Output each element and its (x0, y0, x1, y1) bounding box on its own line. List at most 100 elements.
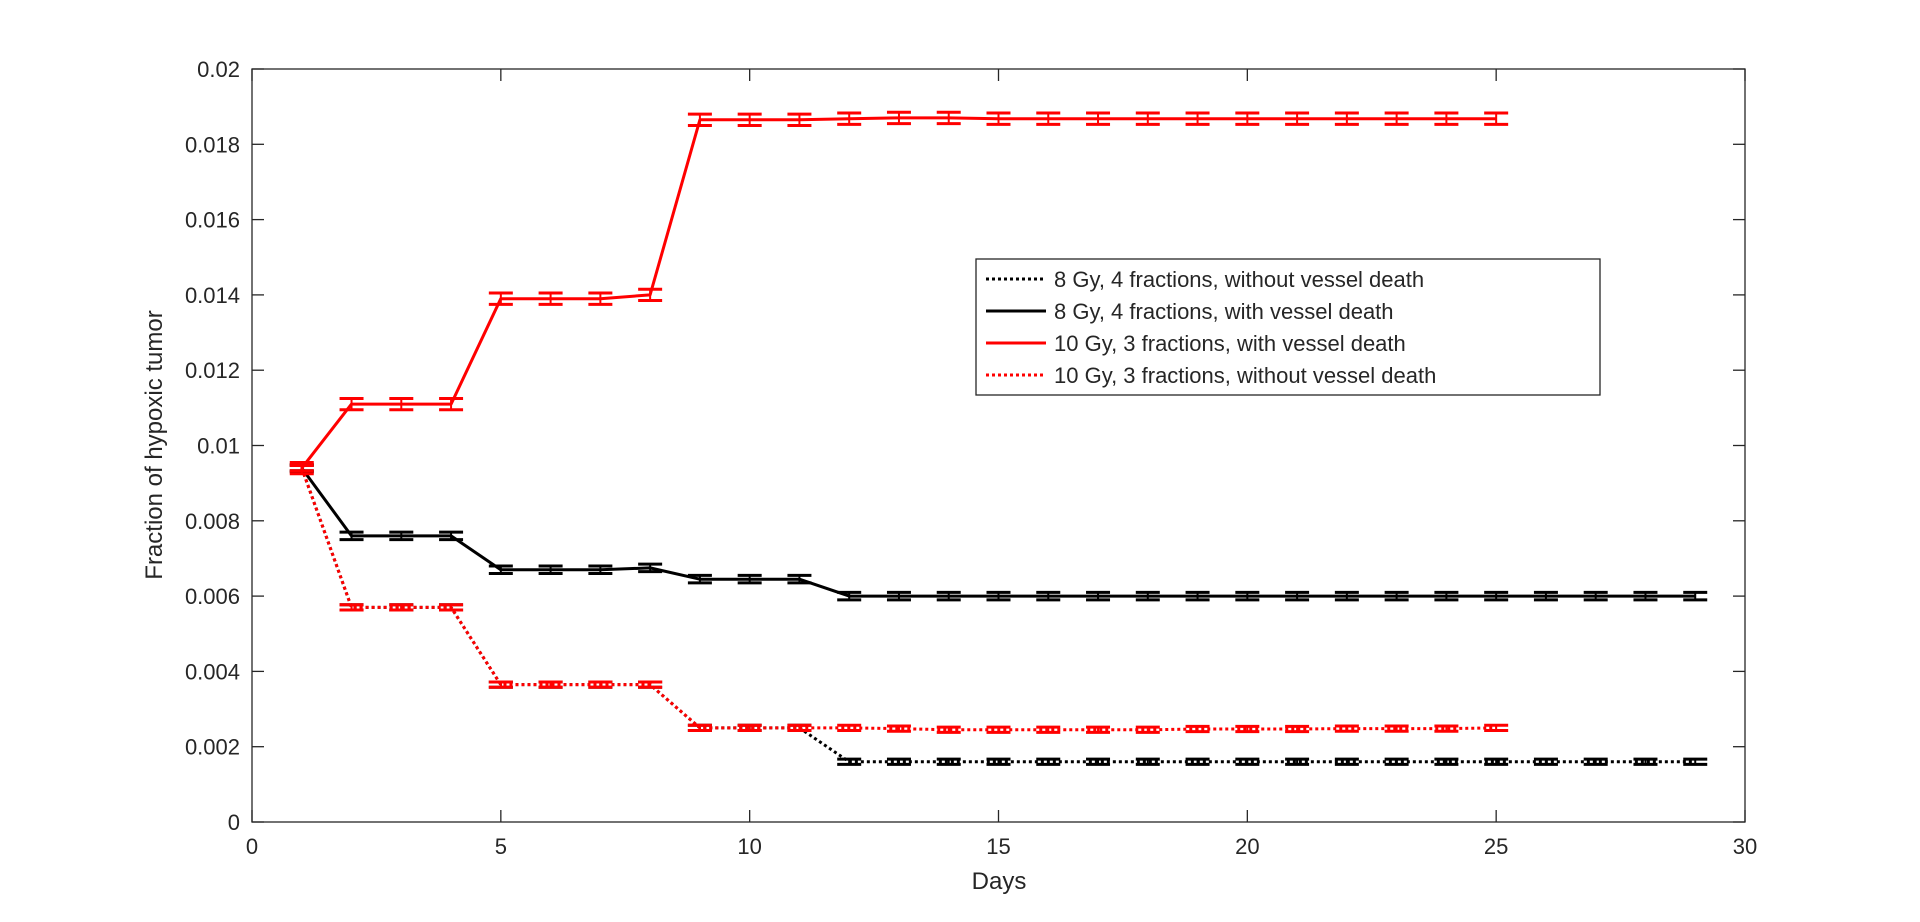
error-bar (1533, 590, 1558, 602)
plot-area (252, 69, 1745, 822)
legend-label: 8 Gy, 4 fractions, with vessel death (1054, 299, 1394, 324)
error-bar (886, 757, 911, 766)
error-bar (488, 564, 513, 576)
error-bar (1633, 590, 1658, 602)
error-bar (588, 680, 613, 689)
error-bar (986, 757, 1011, 766)
y-tick-label: 0.008 (185, 509, 240, 534)
x-tick-label: 30 (1733, 834, 1757, 859)
error-bar (638, 562, 663, 574)
error-bar (488, 680, 513, 689)
error-bar (1086, 725, 1111, 734)
error-bar (1583, 590, 1608, 602)
legend: 8 Gy, 4 fractions, without vessel death 8… (975, 258, 1601, 396)
error-bar (389, 603, 414, 612)
error-bar (538, 291, 563, 306)
error-bar (1135, 725, 1160, 734)
error-bar (886, 110, 911, 126)
error-bar (1683, 757, 1708, 766)
error-bar (1484, 723, 1509, 733)
error-bar (1285, 724, 1310, 734)
error-bar (837, 757, 862, 766)
x-tick-label: 0 (246, 834, 258, 859)
error-bar (787, 112, 812, 127)
error-bar (837, 590, 862, 602)
error-bar (936, 757, 961, 766)
error-bar (1484, 111, 1509, 126)
error-bar (1135, 111, 1160, 126)
error-bar (538, 680, 563, 689)
error-bar (588, 564, 613, 576)
error-bar (1434, 757, 1459, 766)
error-bar (1633, 757, 1658, 766)
error-bar (488, 291, 513, 306)
legend-item-0: 8 Gy, 4 fractions, without vessel death (986, 267, 1424, 292)
error-bar (936, 110, 961, 126)
error-bar (687, 112, 712, 127)
error-bar (787, 573, 812, 585)
error-bar (1334, 757, 1359, 766)
error-bar (1334, 111, 1359, 126)
error-bar (886, 590, 911, 602)
error-bar (737, 112, 762, 127)
y-axis-label: Fraction of hypoxic tumor (141, 310, 168, 579)
error-bar (538, 564, 563, 576)
error-bar (1185, 757, 1210, 766)
error-bar (1135, 590, 1160, 602)
error-bar (1185, 590, 1210, 602)
error-bar (1334, 724, 1359, 733)
error-bar (1434, 724, 1459, 733)
error-bar (1484, 757, 1509, 766)
error-bar (737, 573, 762, 585)
error-bar (289, 463, 314, 473)
error-bar (1235, 724, 1260, 734)
error-bar (1285, 757, 1310, 766)
error-bar (1036, 757, 1061, 766)
error-bar (1434, 590, 1459, 602)
x-tick-label: 10 (737, 834, 761, 859)
error-bar (1036, 111, 1061, 126)
series-3 (289, 463, 1509, 734)
legend-label: 10 Gy, 3 fractions, with vessel death (1054, 331, 1406, 356)
error-bar (837, 723, 862, 733)
error-bar (1036, 725, 1061, 734)
error-bar (1683, 590, 1708, 602)
error-bar (1086, 590, 1111, 602)
x-axis-label: Days (972, 868, 1027, 895)
error-bar (837, 111, 862, 126)
error-bar (787, 723, 812, 733)
error-bar (1235, 757, 1260, 766)
error-bar (588, 291, 613, 306)
error-bar (986, 725, 1011, 734)
error-bar (1135, 757, 1160, 766)
series-layer (289, 110, 1708, 766)
x-tick-label: 15 (986, 834, 1010, 859)
error-bar (339, 603, 364, 612)
error-bar (389, 396, 414, 412)
error-bar (439, 530, 464, 542)
legend-item-1: 8 Gy, 4 fractions, with vessel death (986, 299, 1394, 324)
x-tick-label: 5 (495, 834, 507, 859)
error-bar (339, 396, 364, 412)
error-bar (986, 590, 1011, 602)
error-bar (986, 111, 1011, 126)
error-bar (737, 723, 762, 733)
y-tick-label: 0.018 (185, 132, 240, 157)
error-bar (1235, 590, 1260, 602)
y-tick-label: 0.016 (185, 208, 240, 233)
error-bar (339, 530, 364, 542)
error-bar (1334, 590, 1359, 602)
error-bar (687, 723, 712, 733)
y-tick-label: 0.014 (185, 283, 240, 308)
error-bar (1185, 111, 1210, 126)
error-bar (936, 590, 961, 602)
error-bar (886, 724, 911, 733)
legend-label: 8 Gy, 4 fractions, without vessel death (1054, 267, 1424, 292)
error-bar (1384, 724, 1409, 733)
error-bar (1384, 757, 1409, 766)
y-tick-label: 0.012 (185, 358, 240, 383)
y-tick-label: 0.004 (185, 659, 240, 684)
error-bar (1086, 757, 1111, 766)
error-bar (1384, 111, 1409, 126)
